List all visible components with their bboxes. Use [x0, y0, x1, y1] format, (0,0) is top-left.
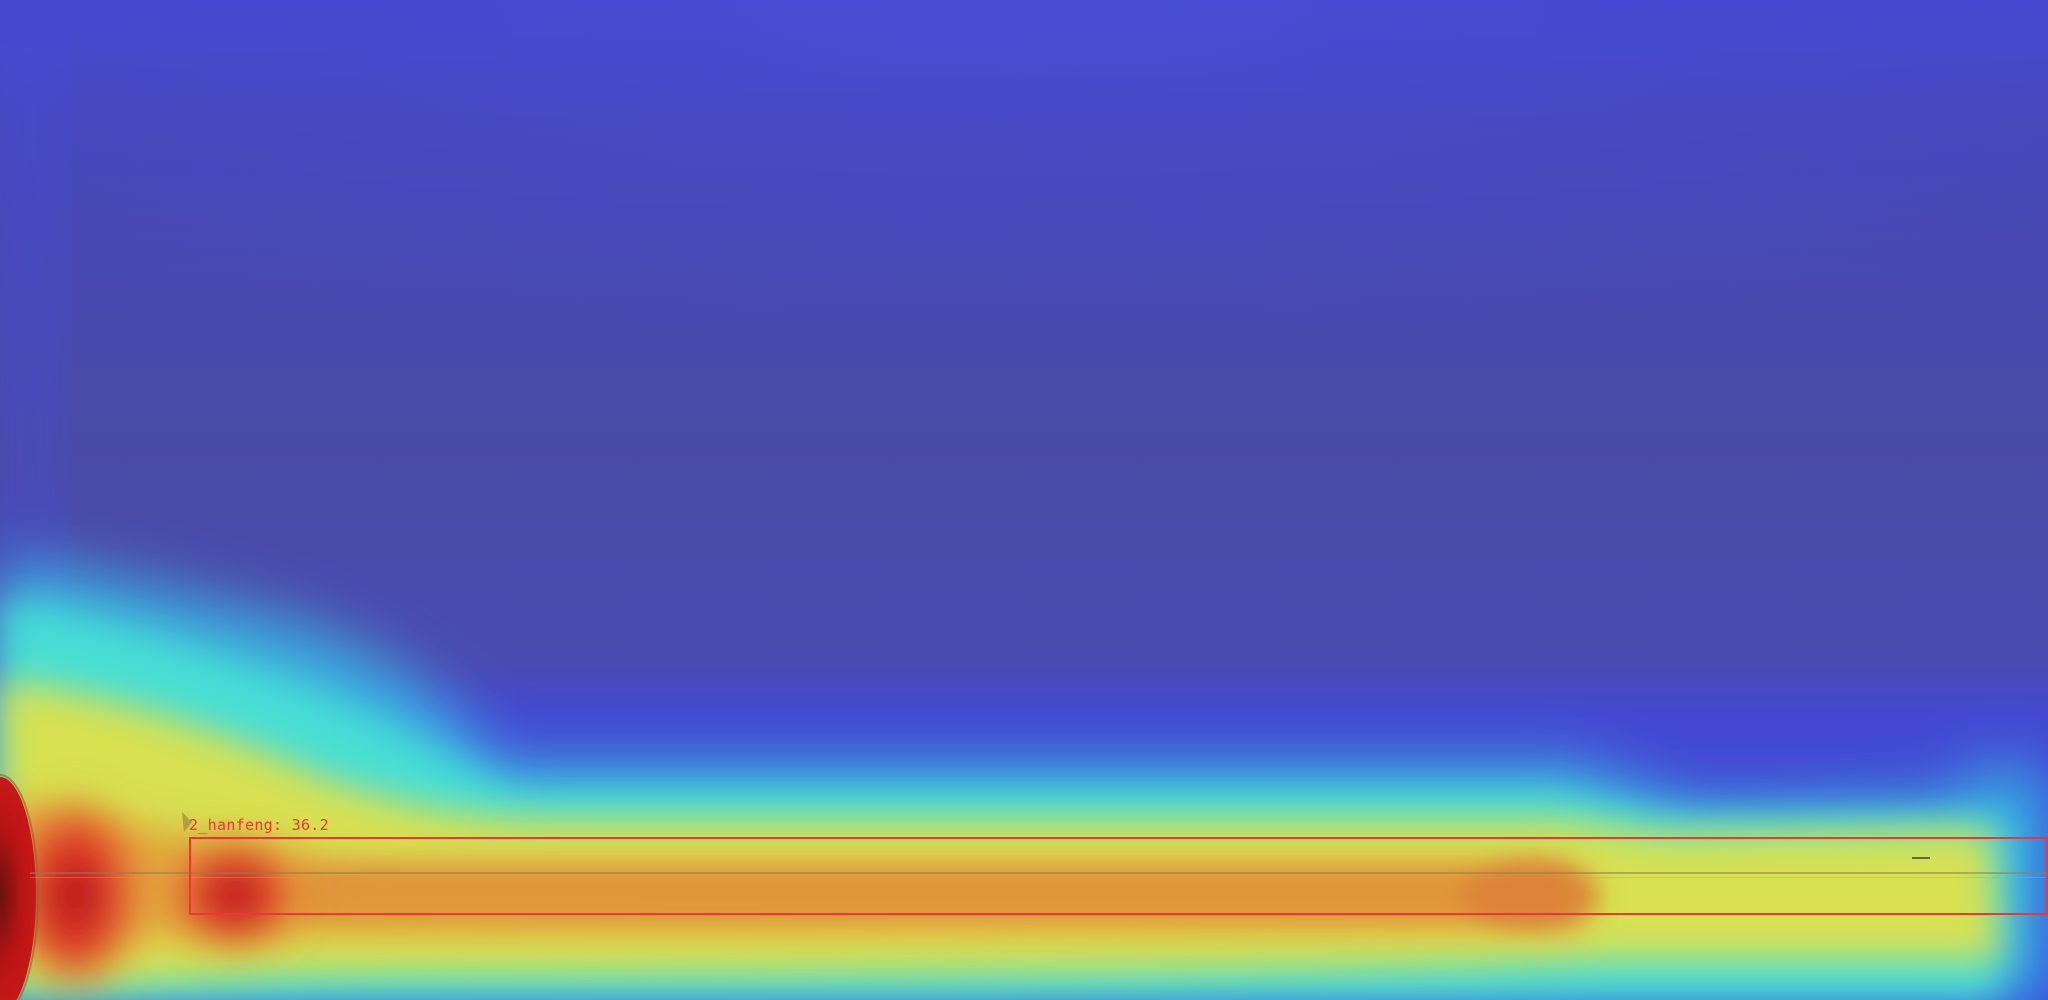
- detection-bounding-box: [189, 837, 2048, 915]
- detection-label: 2_hanfeng: 36.2: [189, 816, 329, 834]
